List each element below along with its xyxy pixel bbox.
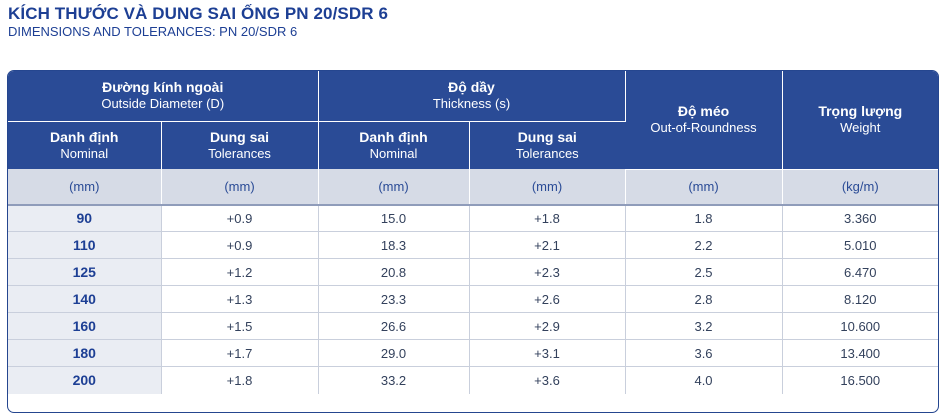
header-row-top: Đường kính ngoài Outside Diameter (D) Độ…	[8, 71, 938, 170]
cell-thickness-nominal: 18.3	[318, 231, 470, 259]
cell-out-of-roundness: 2.5	[625, 258, 783, 286]
header-od-nominal: Danh định Nominal	[8, 121, 162, 169]
header-od-nominal-en: Nominal	[60, 145, 109, 161]
cell-thickness-nominal: 29.0	[318, 339, 470, 367]
unit-cell: (mm)	[469, 169, 626, 205]
dimensions-table: Đường kính ngoài Outside Diameter (D) Độ…	[8, 71, 938, 394]
header-od-tolerances-en: Tolerances	[208, 145, 271, 161]
header-outside-diameter-vi: Đường kính ngoài	[102, 79, 224, 96]
unit-cell: (kg/m)	[782, 169, 938, 205]
cell-thickness-nominal: 23.3	[318, 285, 470, 313]
cell-thickness-tolerance: +3.6	[469, 366, 626, 394]
unit-cell: (mm)	[625, 169, 783, 205]
page-subtitle: DIMENSIONS AND TOLERANCES: PN 20/SDR 6	[8, 24, 298, 39]
header-thickness: Độ dầy Thickness (s)	[318, 71, 626, 122]
header-out-of-roundness: Độ méo Out-of-Roundness	[625, 71, 783, 170]
cell-od-tolerance: +1.7	[161, 339, 319, 367]
unit-cell: (mm)	[8, 169, 162, 205]
header-outside-diameter-en: Outside Diameter (D)	[101, 96, 225, 112]
table-row: 160 +1.5 26.6 +2.9 3.2 10.600	[8, 312, 938, 340]
cell-out-of-roundness: 3.6	[625, 339, 783, 367]
header-thickness-nominal-en: Nominal	[369, 145, 418, 161]
header-od-tolerances: Dung sai Tolerances	[161, 121, 319, 169]
table-row: 140 +1.3 23.3 +2.6 2.8 8.120	[8, 285, 938, 313]
cell-out-of-roundness: 2.8	[625, 285, 783, 313]
header-thickness-tolerances-vi: Dung sai	[517, 128, 577, 145]
cell-od-nominal: 110	[8, 231, 162, 259]
header-thickness-tolerances-en: Tolerances	[515, 145, 579, 161]
cell-weight: 5.010	[782, 231, 938, 259]
cell-od-nominal: 90	[8, 203, 162, 232]
cell-weight: 16.500	[782, 366, 938, 394]
cell-thickness-tolerance: +2.9	[469, 312, 626, 340]
dimensions-table-container: Đường kính ngoài Outside Diameter (D) Độ…	[7, 70, 939, 413]
page-title: KÍCH THƯỚC VÀ DUNG SAI ỐNG PN 20/SDR 6	[8, 4, 389, 23]
cell-od-nominal: 160	[8, 312, 162, 340]
cell-thickness-nominal: 15.0	[318, 203, 470, 232]
unit-cell: (mm)	[318, 169, 470, 205]
table-row: 180 +1.7 29.0 +3.1 3.6 13.400	[8, 339, 938, 367]
cell-od-tolerance: +1.2	[161, 258, 319, 286]
cell-od-nominal: 125	[8, 258, 162, 286]
cell-od-tolerance: +1.3	[161, 285, 319, 313]
table-row: 200 +1.8 33.2 +3.6 4.0 16.500	[8, 366, 938, 394]
cell-od-tolerance: +1.5	[161, 312, 319, 340]
cell-od-nominal: 140	[8, 285, 162, 313]
table-row: 90 +0.9 15.0 +1.8 1.8 3.360	[8, 203, 938, 232]
cell-out-of-roundness: 3.2	[625, 312, 783, 340]
header-weight-en: Weight	[840, 120, 881, 136]
cell-thickness-nominal: 20.8	[318, 258, 470, 286]
units-row: (mm) (mm) (mm) (mm) (mm) (kg/m)	[8, 169, 938, 205]
cell-thickness-nominal: 26.6	[318, 312, 470, 340]
cell-weight: 6.470	[782, 258, 938, 286]
unit-cell: (mm)	[161, 169, 319, 205]
header-row-sub: Danh định Nominal Dung sai Tolerances Da…	[8, 121, 938, 169]
header-outside-diameter: Đường kính ngoài Outside Diameter (D)	[8, 71, 319, 122]
header-od-nominal-vi: Danh định	[50, 128, 119, 145]
cell-thickness-tolerance: +3.1	[469, 339, 626, 367]
header-out-of-roundness-en: Out-of-Roundness	[650, 120, 757, 136]
cell-od-tolerance: +1.8	[161, 366, 319, 394]
cell-out-of-roundness: 1.8	[625, 203, 783, 232]
header-od-tolerances-vi: Dung sai	[209, 128, 270, 145]
title-block: KÍCH THƯỚC VÀ DUNG SAI ỐNG PN 20/SDR 6 D…	[8, 4, 388, 39]
cell-weight: 13.400	[782, 339, 938, 367]
header-thickness-tolerances: Dung sai Tolerances	[469, 121, 626, 169]
header-out-of-roundness-vi: Độ méo	[677, 103, 730, 120]
cell-thickness-tolerance: +2.6	[469, 285, 626, 313]
table-row: 125 +1.2 20.8 +2.3 2.5 6.470	[8, 258, 938, 286]
cell-thickness-tolerance: +1.8	[469, 203, 626, 232]
table-row: 110 +0.9 18.3 +2.1 2.2 5.010	[8, 231, 938, 259]
cell-od-nominal: 200	[8, 366, 162, 394]
header-thickness-nominal: Danh định Nominal	[318, 121, 470, 169]
header-thickness-vi: Độ dầy	[448, 79, 495, 96]
header-thickness-en: Thickness (s)	[432, 96, 511, 112]
cell-od-tolerance: +0.9	[161, 231, 319, 259]
cell-od-nominal: 180	[8, 339, 162, 367]
cell-thickness-tolerance: +2.3	[469, 258, 626, 286]
cell-out-of-roundness: 2.2	[625, 231, 783, 259]
header-thickness-nominal-vi: Danh định	[359, 128, 428, 145]
header-weight-vi: Trọng lượng	[818, 103, 903, 120]
cell-weight: 3.360	[782, 203, 938, 232]
cell-thickness-nominal: 33.2	[318, 366, 470, 394]
cell-weight: 10.600	[782, 312, 938, 340]
cell-out-of-roundness: 4.0	[625, 366, 783, 394]
cell-od-tolerance: +0.9	[161, 203, 319, 232]
header-weight: Trọng lượng Weight	[782, 71, 938, 170]
cell-thickness-tolerance: +2.1	[469, 231, 626, 259]
cell-weight: 8.120	[782, 285, 938, 313]
